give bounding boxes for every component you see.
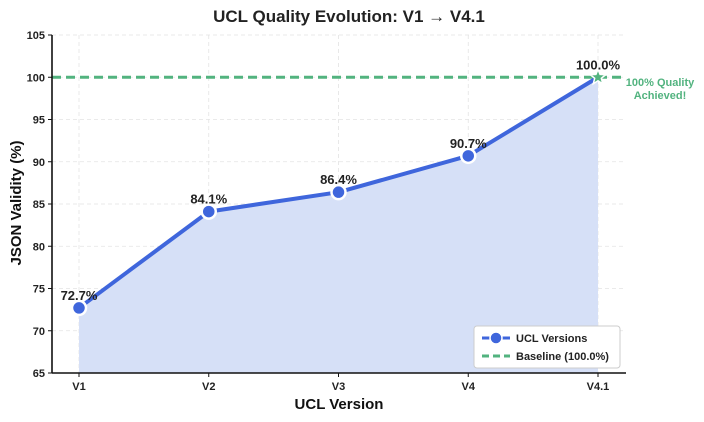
y-tick-label: 90 xyxy=(33,157,45,169)
y-tick-label: 105 xyxy=(27,30,45,42)
data-points xyxy=(70,67,608,317)
x-ticks: V1 V2 V3 V4 V4.1 xyxy=(72,373,609,393)
legend-series-label: UCL Versions xyxy=(516,333,587,345)
legend-box xyxy=(473,325,621,369)
y-axis-label: JSON Validity (%) xyxy=(8,140,25,265)
annotation: 100% Quality Achieved! xyxy=(626,77,695,102)
x-axis-label: UCL Version xyxy=(295,396,384,413)
x-tick-label: V1 xyxy=(72,381,85,393)
y-tick-label: 95 xyxy=(33,115,45,127)
data-point xyxy=(200,203,217,220)
y-tick-label: 80 xyxy=(33,241,45,253)
data-label: 72.7% xyxy=(61,288,98,303)
y-tick-label: 75 xyxy=(33,284,45,296)
legend-marker-icon xyxy=(489,331,503,345)
area-fill xyxy=(79,77,598,373)
data-point xyxy=(70,299,88,317)
y-tick-label: 70 xyxy=(33,326,45,338)
y-tick-label: 65 xyxy=(33,368,45,380)
data-label: 90.7% xyxy=(450,136,487,151)
annotation-line2: Achieved! xyxy=(634,90,687,102)
legend: UCL Versions Baseline (100.0%) xyxy=(473,325,621,369)
chart-title: UCL Quality Evolution: V1 → V4.1 xyxy=(213,7,485,26)
y-tick-label: 100 xyxy=(27,72,45,84)
star-marker-icon xyxy=(588,67,608,86)
data-labels: 72.7% 84.1% 86.4% 90.7% 100.0% xyxy=(61,57,621,303)
data-point xyxy=(330,183,347,201)
data-label: 86.4% xyxy=(320,172,357,187)
data-label: 84.1% xyxy=(190,192,227,207)
legend-baseline-label: Baseline (100.0%) xyxy=(516,351,609,363)
data-label: 100.0% xyxy=(576,57,621,72)
annotation-line1: 100% Quality xyxy=(626,77,695,89)
area-shape xyxy=(79,77,598,373)
y-tick-label: 85 xyxy=(33,199,45,211)
data-point xyxy=(460,147,477,165)
y-ticks: 65 70 75 80 85 90 95 100 105 xyxy=(27,30,52,380)
x-tick-label: V4 xyxy=(462,381,476,393)
x-tick-label: V2 xyxy=(202,381,215,393)
x-tick-label: V3 xyxy=(332,381,345,393)
x-tick-label: V4.1 xyxy=(587,381,610,393)
